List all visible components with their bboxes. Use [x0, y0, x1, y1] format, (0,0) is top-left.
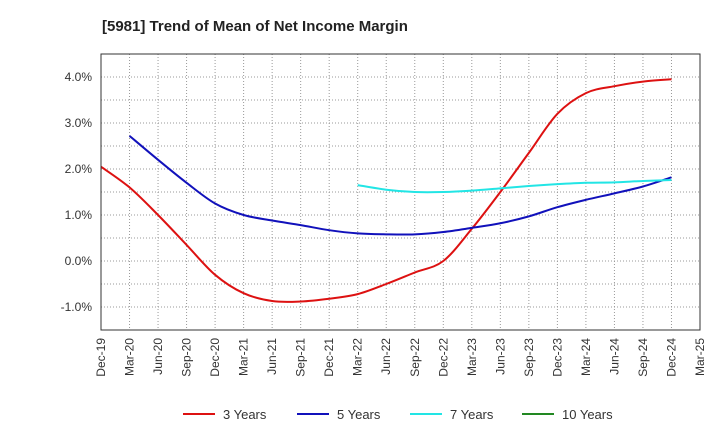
x-tick-label: Dec-20 [208, 338, 222, 377]
chart-title: [5981] Trend of Mean of Net Income Margi… [102, 18, 408, 35]
x-tick-label: Sep-21 [294, 338, 308, 377]
y-tick-label: 2.0% [65, 162, 93, 176]
series-lines [100, 78, 672, 303]
y-tick-label: 1.0% [65, 208, 93, 222]
legend-label-5-years: 5 Years [337, 407, 381, 422]
x-tick-label: Dec-24 [664, 338, 678, 377]
x-tick-label: Mar-20 [123, 338, 137, 376]
x-tick-label: Jun-22 [379, 338, 393, 375]
legend-label-3-years: 3 Years [223, 407, 267, 422]
x-tick-label: Dec-23 [550, 338, 564, 377]
x-tick-label: Mar-21 [237, 338, 251, 376]
legend: 3 Years 5 Years 7 Years 10 Years [183, 407, 613, 422]
plot-frame [100, 53, 701, 331]
x-tick-label: Mar-23 [465, 338, 479, 376]
grid [101, 54, 700, 330]
x-tick-label: Dec-21 [322, 338, 336, 377]
x-tick-label: Sep-22 [408, 338, 422, 377]
y-axis-ticks: 4.0% 3.0% 2.0% 1.0% 0.0% -1.0% [61, 70, 93, 314]
x-tick-label: Sep-23 [522, 338, 536, 377]
x-tick-label: Jun-24 [607, 338, 621, 375]
y-tick-label: -1.0% [61, 300, 93, 314]
series-line-7-years [357, 179, 672, 194]
x-tick-label: Jun-20 [151, 338, 165, 375]
legend-label-7-years: 7 Years [450, 407, 494, 422]
series-line-5-years [128, 135, 672, 236]
y-tick-label: 4.0% [65, 70, 93, 84]
legend-label-10-years: 10 Years [562, 407, 613, 422]
x-tick-label: Dec-19 [94, 338, 108, 377]
y-tick-label: 3.0% [65, 116, 93, 130]
x-tick-label: Dec-22 [436, 338, 450, 377]
x-tick-label: Jun-23 [493, 338, 507, 375]
x-axis-ticks: Dec-19 Mar-20 Jun-20 Sep-20 Dec-20 Mar-21 Jun-… [94, 338, 707, 377]
series-line-3-years [100, 78, 672, 303]
x-tick-label: Sep-20 [180, 338, 194, 377]
x-tick-label: Mar-25 [693, 338, 707, 376]
x-tick-label: Mar-24 [579, 338, 593, 376]
x-tick-label: Jun-21 [265, 338, 279, 375]
y-tick-label: 0.0% [65, 254, 93, 268]
x-tick-label: Sep-24 [636, 338, 650, 377]
x-tick-label: Mar-22 [351, 338, 365, 376]
